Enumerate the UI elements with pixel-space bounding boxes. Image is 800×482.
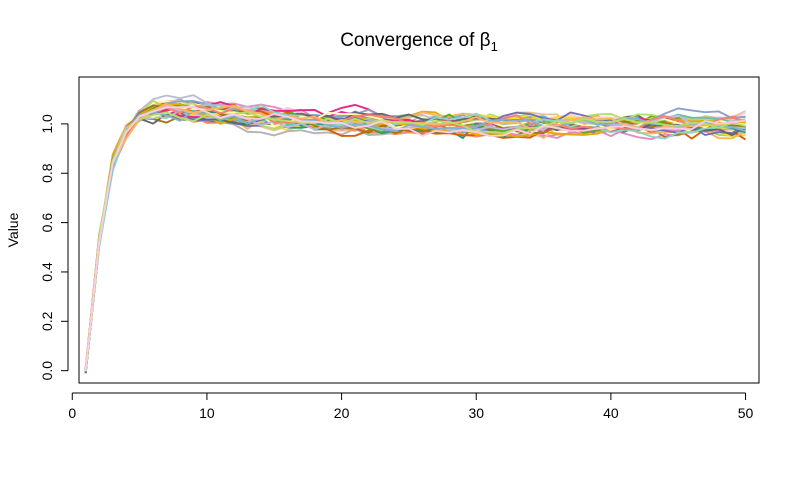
series-line-34 [84,102,746,371]
y-tick-label: 0.0 [39,361,55,381]
series-line-38 [84,103,746,371]
series-line-31 [84,106,746,372]
series-line-39 [84,104,746,372]
series-line-16 [84,105,746,371]
series-line-36 [84,107,746,371]
series-line-35 [84,110,746,372]
series-line-27 [84,100,746,373]
plot-frame [78,76,760,384]
series-line-3 [84,103,746,371]
series-line-2 [84,110,746,372]
series-line-32 [84,102,746,370]
series-line-46 [84,103,746,369]
series-line-47 [84,111,746,371]
x-tick-label: 40 [603,405,619,421]
y-tick-label: 0.6 [39,213,55,233]
series-layer [84,94,747,374]
series-line-7 [84,99,746,370]
series-line-9 [84,107,746,371]
series-line-10 [84,100,747,373]
x-tick-label: 20 [334,405,350,421]
series-line-33 [84,108,746,370]
series-line-48 [84,105,746,372]
chart-title: Convergence of β1 [340,30,498,54]
series-line-11 [84,100,746,369]
y-tick-label: 0.2 [39,311,55,331]
y-tick-label: 0.8 [39,163,55,183]
x-tick-label: 0 [68,405,76,421]
series-line-23 [84,99,746,370]
series-line-45 [84,109,746,372]
series-line-30 [84,110,746,371]
series-line-15 [84,113,746,372]
series-line-17 [84,107,746,371]
axis-layer: 0 10 20 30 40 50 0.0 0.2 0.4 0.6 0.8 1.0 [39,114,754,421]
series-line-8 [84,110,746,370]
series-line-12 [84,101,746,372]
chart-title-subscript: 1 [491,39,498,54]
series-line-43 [84,104,746,372]
y-axis-label: Value [5,212,21,247]
x-tick-label: 50 [738,405,754,421]
series-line-41 [84,103,746,370]
series-line-44 [84,105,746,369]
series-line-1 [84,98,746,370]
series-line-21 [84,111,746,373]
series-line-19 [84,94,746,372]
series-line-20 [84,109,746,371]
series-line-26 [84,109,746,370]
x-tick-label: 10 [199,405,215,421]
x-tick-label: 30 [468,405,484,421]
series-group [84,94,747,374]
series-line-42 [84,106,746,372]
series-line-37 [84,104,746,373]
series-line-29 [84,106,746,370]
series-line-14 [84,104,746,372]
series-line-13 [84,104,746,373]
series-line-25 [84,104,746,371]
series-line-24 [84,106,746,373]
y-tick-label: 0.4 [39,262,55,282]
y-tick-label: 1.0 [39,114,55,134]
series-line-28 [84,107,746,370]
series-line-5 [84,100,746,373]
series-line-6 [84,106,746,370]
series-line-4 [84,100,746,368]
series-line-18 [84,100,746,370]
series-line-22 [84,111,746,371]
series-line-40 [84,112,746,374]
chart-title-main: Convergence of β [340,30,490,51]
